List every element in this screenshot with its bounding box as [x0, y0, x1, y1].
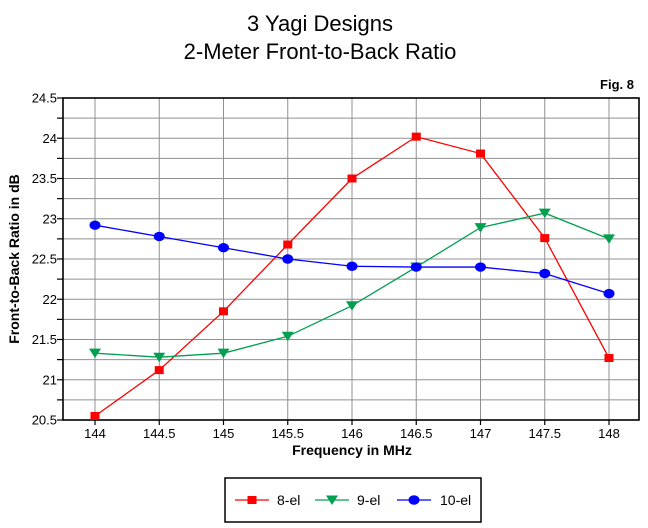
data-series [89, 132, 615, 420]
marker-9-el-148 [603, 234, 615, 244]
figure-number-label: Fig. 8 [600, 77, 634, 92]
marker-10-el-147.5 [539, 268, 551, 279]
marker-8-el-145.5 [283, 240, 293, 249]
x-tick-label: 146 [341, 426, 363, 441]
marker-9-el-145.5 [281, 331, 294, 342]
marker-9-el-145 [217, 348, 230, 359]
legend-label-10-el: 10-el [440, 492, 471, 508]
y-tick-label: 23 [43, 211, 57, 226]
x-tick-label: 145.5 [271, 426, 304, 441]
x-tick-label: 144.5 [143, 426, 176, 441]
y-tick-label: 24 [43, 131, 57, 146]
marker-8-el-145 [219, 307, 228, 316]
marker-10-el-146.5 [410, 262, 422, 272]
marker-10-el-146 [346, 261, 358, 271]
marker-8-el-146 [347, 174, 357, 183]
series-8-el [90, 132, 614, 420]
series-10-el [89, 220, 615, 299]
marker-8-el-147.5 [540, 234, 550, 243]
marker-9-el-144 [89, 348, 101, 359]
legend-label-9-el: 9-el [357, 492, 380, 508]
x-tick-label: 148 [598, 426, 620, 441]
marker-8-el-146.5 [411, 132, 421, 141]
marker-9-el-147.5 [538, 208, 551, 219]
x-axis-title: Frequency in MHz [292, 442, 412, 458]
y-tick-label: 21.5 [32, 332, 57, 347]
legend-marker-10-el [408, 495, 420, 505]
marker-8-el-144 [90, 411, 100, 420]
marker-10-el-145 [218, 243, 229, 253]
y-tick-label: 22 [43, 292, 57, 307]
legend-item-10-el: 10-el [397, 492, 471, 508]
x-tick-label: 144 [84, 426, 106, 441]
gridlines [63, 98, 639, 420]
marker-9-el-146 [346, 301, 358, 311]
legend-marker-9-el [326, 495, 338, 505]
y-tick-label: 22.5 [32, 252, 57, 267]
legend-item-8-el: 8-el [235, 492, 300, 508]
axis-tick-labels: 20.5 21 21.5 22 22.5 23 23.5 24 24.5 144 144.5 145 1… [32, 91, 620, 442]
marker-10-el-147 [475, 262, 486, 272]
marker-8-el-148 [604, 354, 614, 363]
legend-item-9-el: 9-el [315, 492, 380, 508]
y-axis-title: Front-to-Back Ratio in dB [6, 174, 22, 344]
legend-label-8-el: 8-el [277, 492, 300, 508]
x-tick-label: 146.5 [400, 426, 433, 441]
x-tick-label: 147 [470, 426, 492, 441]
marker-9-el-144.5 [153, 352, 166, 363]
y-tick-label: 20.5 [32, 413, 57, 428]
marker-8-el-144.5 [154, 366, 164, 375]
marker-10-el-145.5 [282, 254, 294, 264]
x-tick-label: 145 [213, 426, 235, 441]
marker-10-el-144 [89, 220, 101, 230]
marker-8-el-147 [476, 149, 485, 158]
legend-items: 8-el 9-el 10-el [235, 492, 471, 508]
chart-title-line2: 2-Meter Front-to-Back Ratio [184, 39, 457, 64]
chart-title-line1: 3 Yagi Designs [247, 11, 393, 36]
marker-10-el-144.5 [153, 231, 165, 242]
axis-ticks [57, 97, 610, 425]
y-tick-label: 24.5 [32, 91, 57, 106]
marker-10-el-148 [603, 288, 615, 299]
x-tick-label: 147.5 [528, 426, 561, 441]
legend-marker-8-el [247, 496, 257, 504]
y-tick-label: 23.5 [32, 171, 57, 186]
marker-9-el-147 [474, 223, 487, 233]
series-9-el [89, 208, 615, 363]
y-tick-label: 21 [43, 372, 57, 387]
